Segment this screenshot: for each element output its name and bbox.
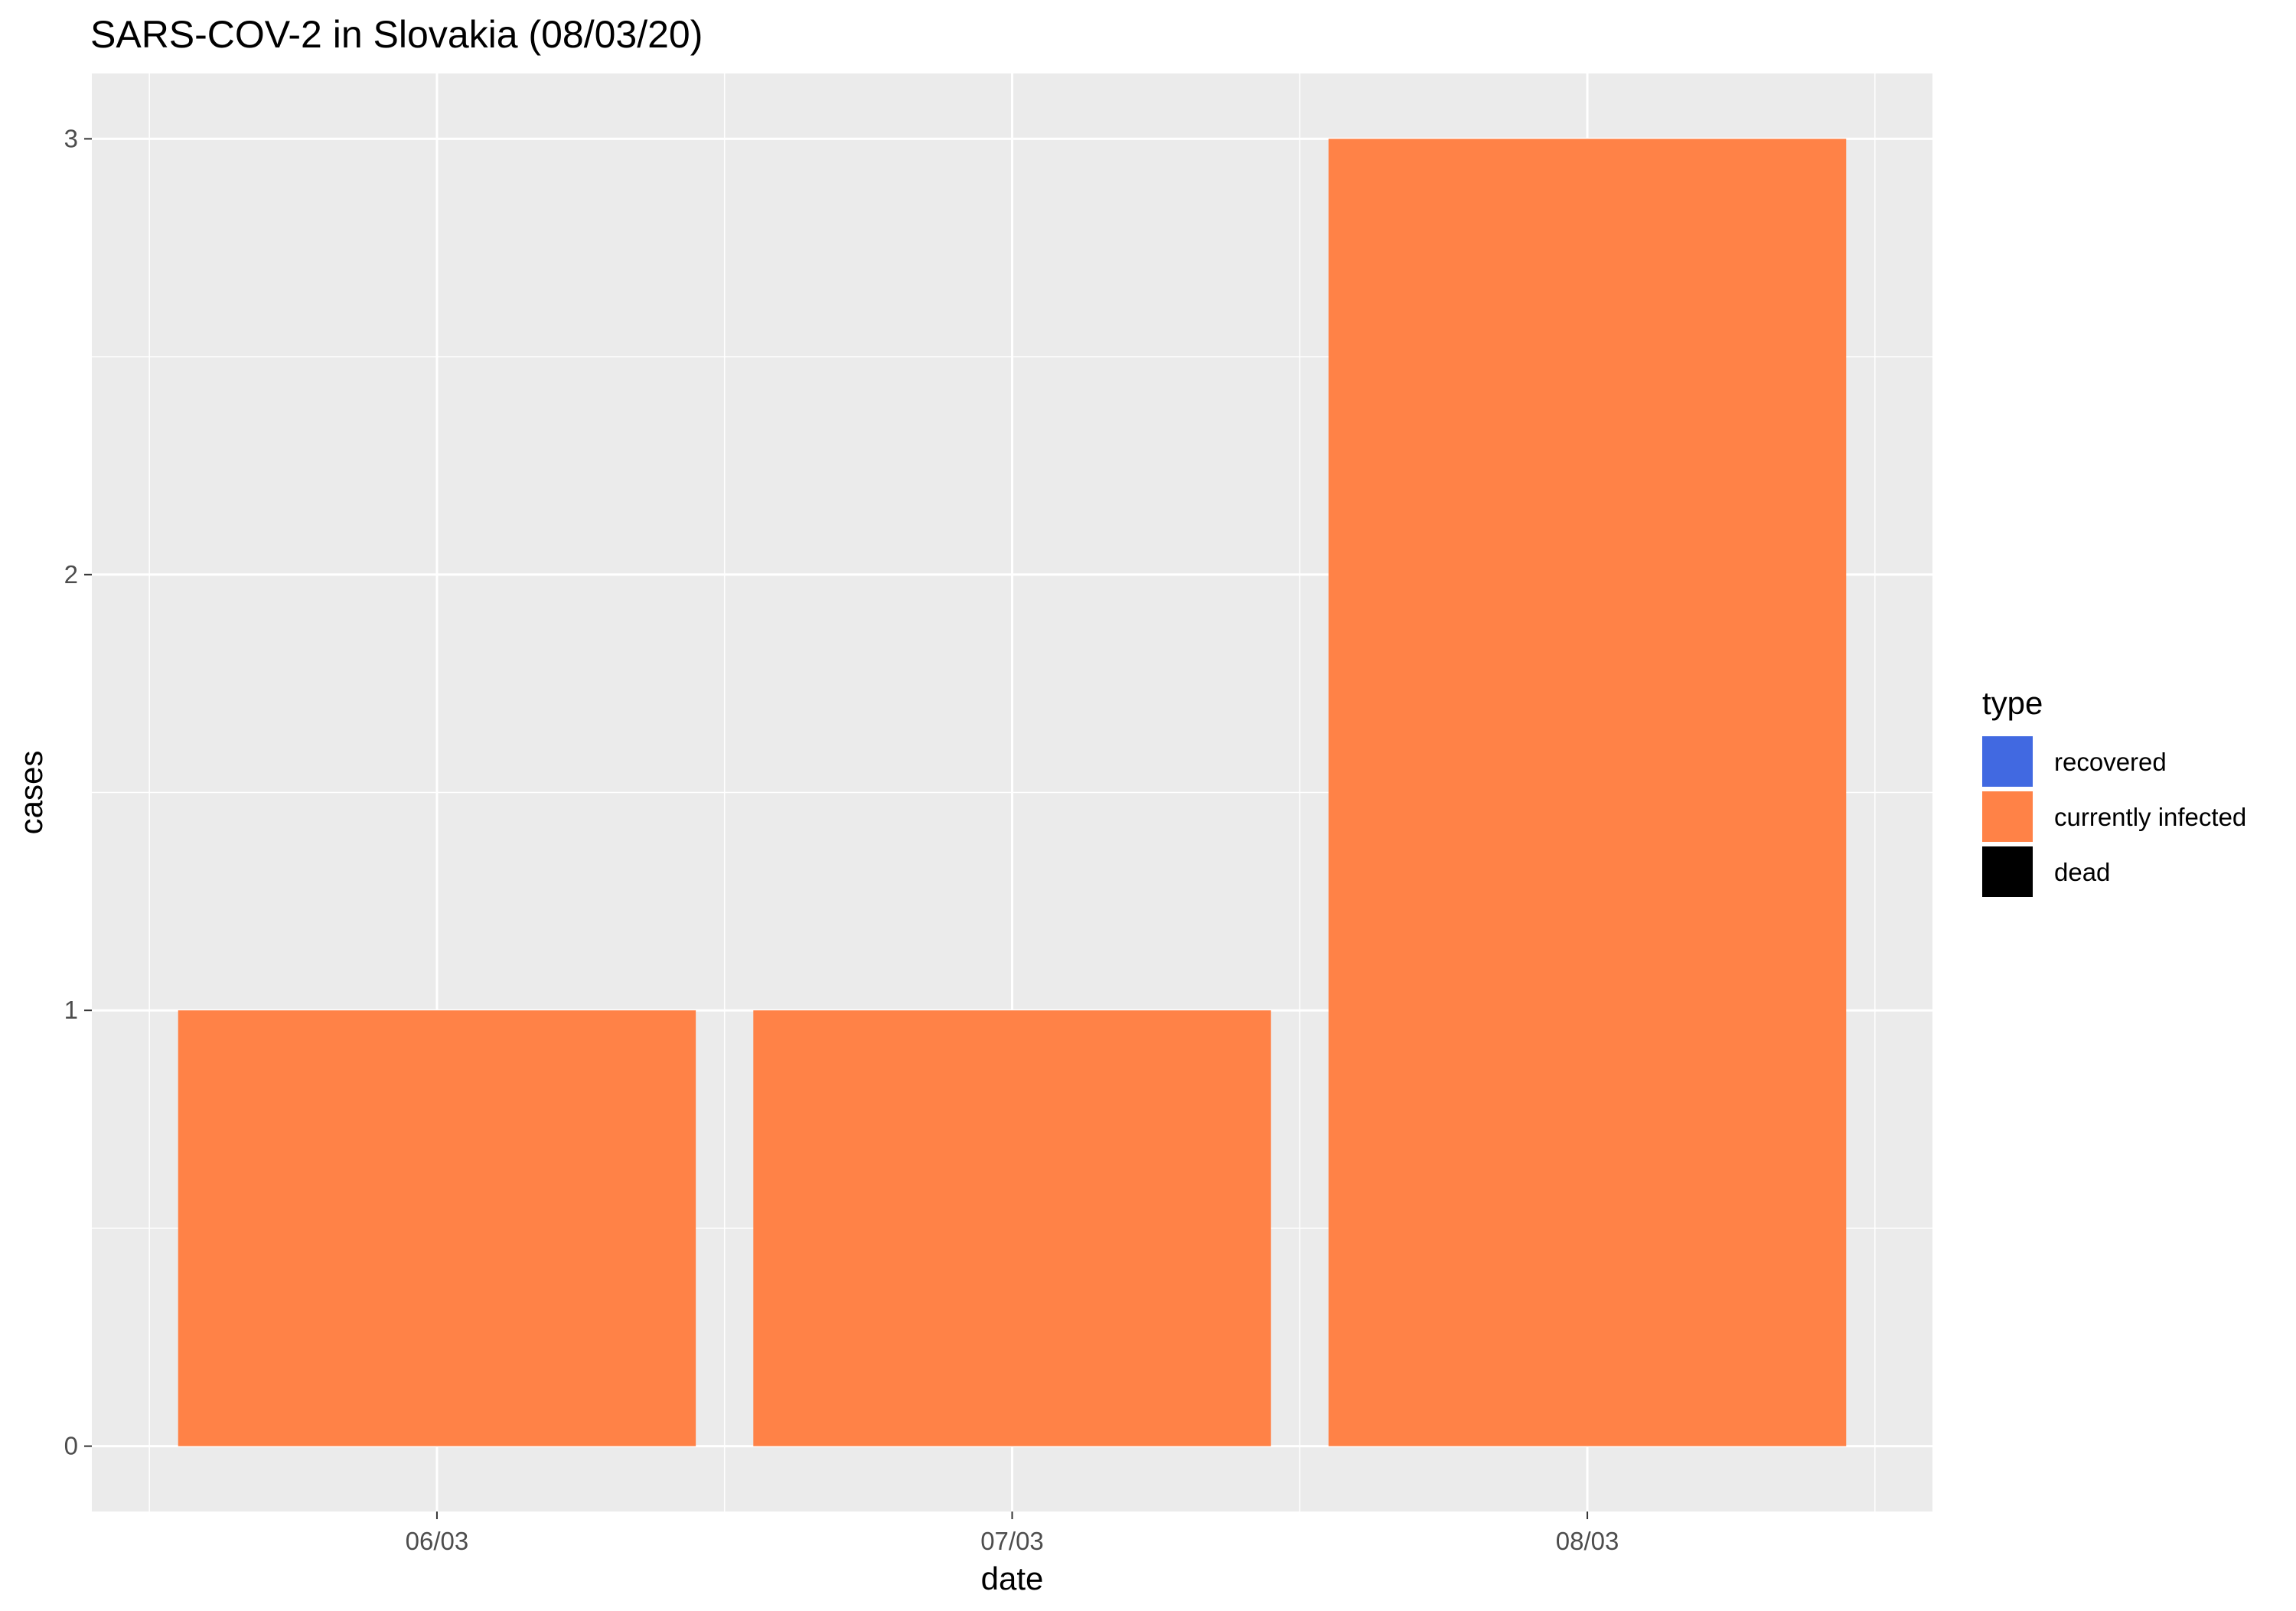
- legend-key-label: dead: [2054, 858, 2110, 886]
- legend-key-swatch: [1982, 736, 2033, 787]
- legend-key-label: currently infected: [2054, 803, 2246, 831]
- bar: [1328, 139, 1847, 1446]
- y-tick-label: 1: [64, 996, 78, 1024]
- legend-key-swatch: [1982, 791, 2033, 842]
- x-axis-ticks: 06/03 07/03 08/03: [406, 1512, 1619, 1555]
- chart-title: SARS-COV-2 in Slovakia (08/03/20): [90, 13, 703, 56]
- bars: [178, 139, 1847, 1446]
- bar: [753, 1010, 1271, 1446]
- bar: [178, 1010, 696, 1446]
- y-axis-ticks: 0 1 2 3: [64, 124, 92, 1460]
- x-tick-label: 07/03: [980, 1527, 1044, 1555]
- legend-key-label: recovered: [2054, 748, 2167, 776]
- x-axis-title: date: [981, 1560, 1044, 1596]
- x-tick-label: 06/03: [406, 1527, 469, 1555]
- legend: type recovered currently infected dead: [1982, 685, 2246, 897]
- y-axis-title: cases: [13, 751, 49, 835]
- y-tick-label: 2: [64, 560, 78, 589]
- legend-key-swatch: [1982, 846, 2033, 897]
- legend-title: type: [1982, 685, 2043, 721]
- y-tick-label: 0: [64, 1432, 78, 1460]
- x-tick-label: 08/03: [1556, 1527, 1619, 1555]
- y-tick-label: 3: [64, 124, 78, 152]
